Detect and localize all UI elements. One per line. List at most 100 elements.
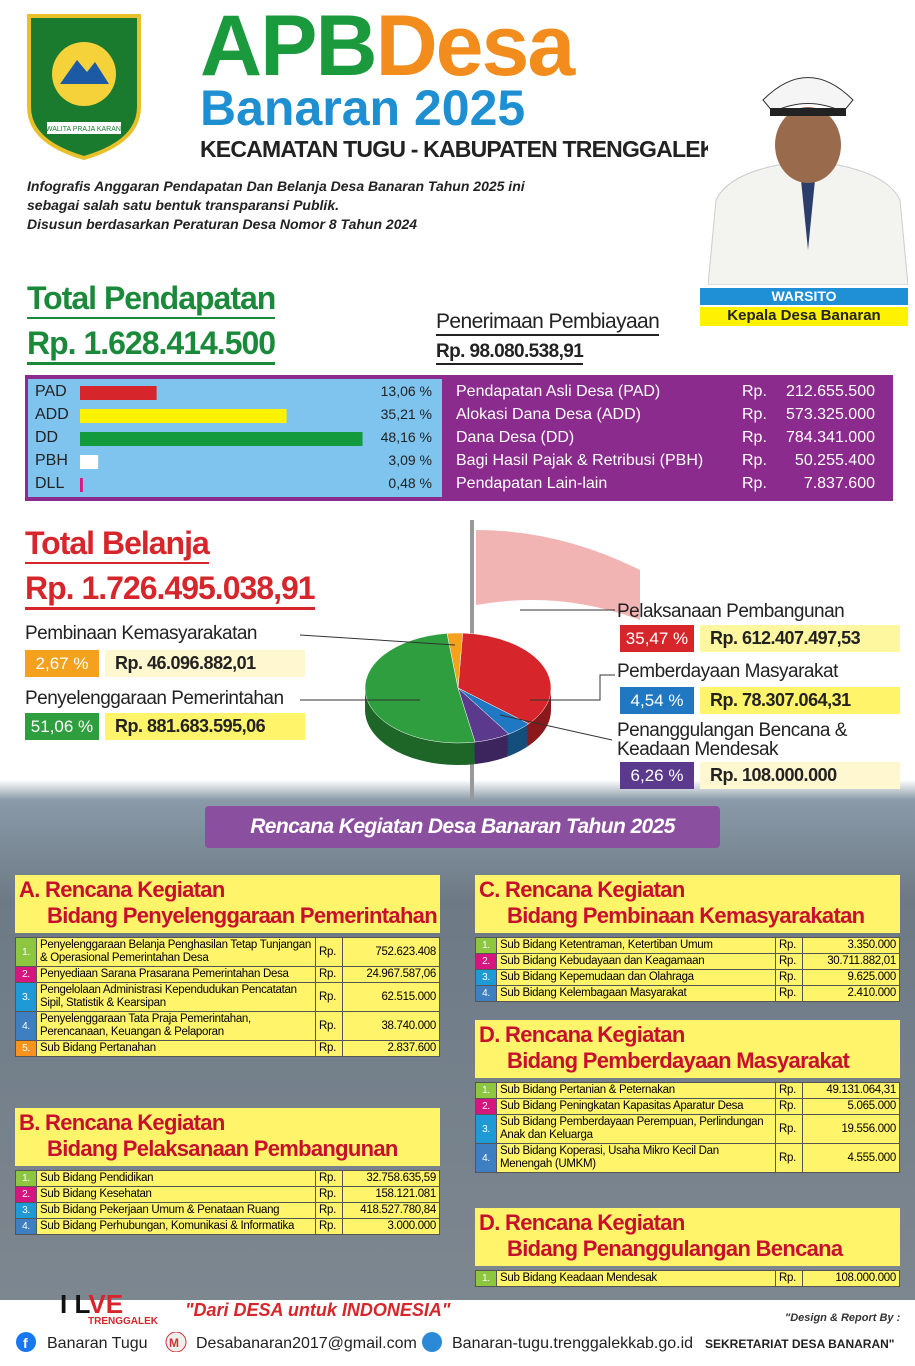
- income-amount: 50.255.400: [795, 452, 875, 469]
- pie-category: Penanggulangan Bencana & Keadaan Mendesa…: [617, 720, 847, 760]
- row-number: 2.: [15, 1186, 37, 1203]
- row-name: Sub Bidang Kelembagaan Masyarakat: [496, 985, 776, 1002]
- bar-category: ADD: [35, 406, 69, 423]
- income-label: Dana Desa (DD): [456, 429, 574, 446]
- section-header: D. Rencana Kegiatan Bidang Penanggulangan…: [475, 1208, 900, 1266]
- logo: JWALITA PRAJA KARANA: [27, 14, 141, 160]
- income-rp: Rp.: [742, 452, 767, 469]
- bar-category: PBH: [35, 452, 68, 469]
- pie-value-label: 6,26 %: [620, 762, 694, 789]
- row-rp: Rp.: [775, 1098, 803, 1115]
- pendapatan-title: Total Pendapatan: [27, 280, 276, 319]
- bar: [80, 386, 157, 400]
- pie-category: Pembinaan Kemasyarakatan: [25, 623, 257, 644]
- row-name: Sub Bidang Pendidikan: [36, 1170, 316, 1187]
- district: KECAMATAN TUGU - KABUPATEN TRENGGALEK: [200, 136, 716, 162]
- row-number: 2.: [475, 1098, 497, 1115]
- row-amount: 5.065.000: [802, 1098, 900, 1115]
- credit: "Design & Report By :: [785, 1312, 901, 1324]
- row-number: 2.: [475, 953, 497, 970]
- row-number: 1.: [15, 1170, 37, 1187]
- section-letter: C.: [479, 877, 500, 902]
- section-table: 1. Sub Bidang Pendidikan Rp. 32.758.635,59 2…: [15, 1170, 440, 1235]
- belanja-total: Rp. 1.726.495.038,91: [25, 570, 316, 610]
- section-panel: D. Rencana Kegiatan Bidang Pemberdayaan M…: [475, 1020, 900, 1173]
- rencana-title: Rencana Kegiatan Desa Banaran Tahun 2025: [205, 806, 720, 848]
- section-line1: D. Rencana Kegiatan: [479, 1210, 894, 1236]
- subtitle: Banaran 2025: [200, 80, 526, 136]
- table-row: 4. Penyelenggaraan Tata Praja Pemerintaha…: [15, 1011, 440, 1041]
- row-number: 1.: [15, 937, 37, 967]
- section-title: Rencana Kegiatan: [505, 877, 685, 902]
- love-c: TRENGGALEK: [88, 1316, 158, 1327]
- income-chart: PAD 13,06 % Pendapatan Asli Desa (PAD) Rp. 2…: [25, 375, 893, 501]
- row-rp: Rp.: [315, 966, 343, 983]
- bar-category: DLL: [35, 475, 64, 492]
- section-panel: B. Rencana Kegiatan Bidang Pelaksanaan Pe…: [15, 1108, 440, 1235]
- row-amount: 30.711.882,01: [802, 953, 900, 970]
- row-number: 1.: [475, 937, 497, 954]
- section-line1: D. Rencana Kegiatan: [479, 1022, 894, 1048]
- row-rp: Rp.: [775, 1114, 803, 1144]
- row-rp: Rp.: [315, 1170, 343, 1187]
- love: I LVE: [60, 1289, 123, 1319]
- svg-text:f: f: [23, 1335, 28, 1351]
- row-name: Penyelenggaraan Tata Praja Pemerintahan,…: [36, 1011, 316, 1041]
- web-icon: [422, 1332, 442, 1352]
- official-role: Kepala Desa Banaran: [700, 307, 908, 326]
- income-rp: Rp.: [742, 383, 767, 400]
- pie-value-label: 2,67 %: [25, 650, 99, 677]
- income-amount: 212.655.500: [786, 383, 875, 400]
- bar-category: PAD: [35, 383, 67, 400]
- row-amount: 418.527.780,84: [342, 1202, 440, 1219]
- row-amount: 4.555.000: [802, 1143, 900, 1173]
- row-amount: 19.556.000: [802, 1114, 900, 1144]
- row-name: Sub Bidang Perhubungan, Komunikasi & Inf…: [36, 1218, 316, 1235]
- row-number: 1.: [475, 1082, 497, 1099]
- row-name: Pengelolaan Administrasi Kependudukan Pe…: [36, 982, 316, 1012]
- row-number: 4.: [475, 985, 497, 1002]
- row-amount: 3.350.000: [802, 937, 900, 954]
- section-title: Rencana Kegiatan: [45, 877, 225, 902]
- pie-amount: Rp. 108.000.000: [700, 762, 900, 789]
- facebook-icon: f: [16, 1332, 36, 1352]
- bar: [80, 409, 287, 423]
- leader-line: [499, 714, 613, 741]
- section-line1: A. Rencana Kegiatan: [19, 877, 434, 903]
- table-row: 1. Penyelenggaraan Belanja Penghasilan Te…: [15, 937, 440, 967]
- table-row: 4. Sub Bidang Koperasi, Usaha Mikro Kecil…: [475, 1143, 900, 1173]
- section-line2: Bidang Pemberdayaan Masyarakat: [507, 1048, 850, 1073]
- section-header: C. Rencana Kegiatan Bidang Pembinaan Kema…: [475, 875, 900, 933]
- love-a: I L: [60, 1289, 89, 1319]
- row-number: 4.: [15, 1011, 37, 1041]
- row-rp: Rp.: [775, 1143, 803, 1173]
- row-amount: 62.515.000: [342, 982, 440, 1012]
- row-name: Sub Bidang Pertanian & Peternakan: [496, 1082, 776, 1099]
- table-row: 1. Sub Bidang Ketentraman, Ketertiban Umu…: [475, 937, 900, 954]
- income-label: Bagi Hasil Pajak & Retribusi (PBH): [456, 452, 703, 469]
- row-amount: 2.410.000: [802, 985, 900, 1002]
- section-line2: Bidang Penyelenggaraan Pemerintahan: [47, 903, 438, 928]
- intro-line: sebagai salah satu bentuk transparansi P…: [27, 197, 339, 213]
- pie-slice: [446, 632, 463, 689]
- table-row: 2. Penyediaan Sarana Prasarana Pemerintah…: [15, 966, 440, 983]
- row-amount: 108.000.000: [802, 1270, 900, 1287]
- title-b: Desa: [375, 0, 576, 94]
- row-amount: 752.623.408: [342, 937, 440, 967]
- pie-value-label: 51,06 %: [25, 713, 99, 740]
- row-amount: 49.131.064,31: [802, 1082, 900, 1099]
- table-row: 2. Sub Bidang Peningkatan Kapasitas Apara…: [475, 1098, 900, 1115]
- bar: [80, 432, 363, 446]
- income-rp: Rp.: [742, 429, 767, 446]
- bar-value-label: 13,06 %: [381, 383, 432, 399]
- leader-line: [530, 674, 615, 701]
- income-label: Alokasi Dana Desa (ADD): [456, 406, 641, 423]
- bar-category: DD: [35, 429, 58, 446]
- email: Desabanaran2017@gmail.com: [196, 1335, 417, 1352]
- row-number: 3.: [475, 1114, 497, 1144]
- pie-value-label: 35,47 %: [620, 625, 694, 652]
- row-rp: Rp.: [315, 1011, 343, 1041]
- credit-name: SEKRETARIAT DESA BANARAN": [705, 1337, 895, 1351]
- official-name: WARSITO: [700, 288, 908, 305]
